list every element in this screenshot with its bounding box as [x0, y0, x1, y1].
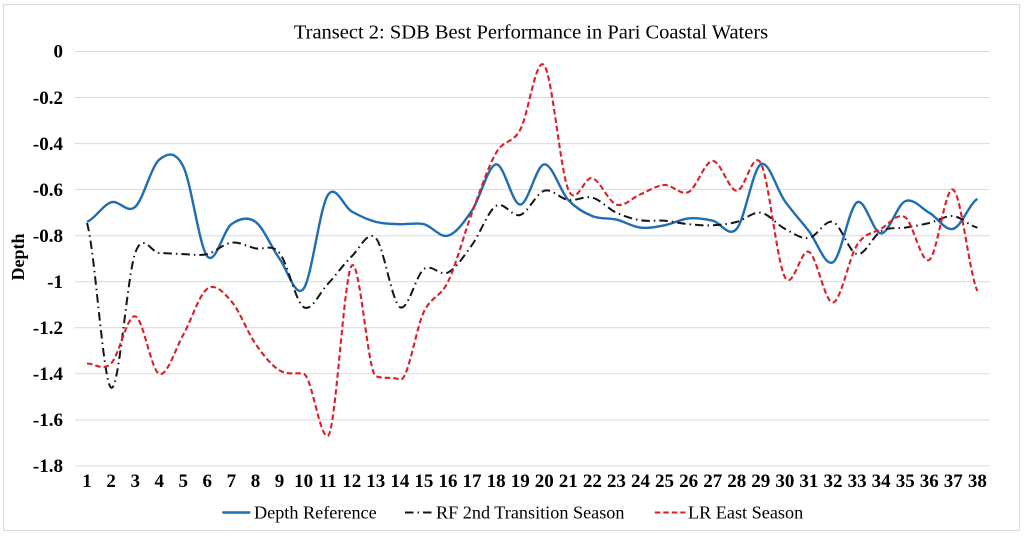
svg-text:2: 2 [106, 471, 116, 492]
svg-text:10: 10 [294, 471, 313, 492]
svg-text:37: 37 [944, 471, 964, 492]
svg-text:-0.6: -0.6 [33, 180, 63, 201]
svg-text:-1: -1 [47, 272, 63, 293]
svg-text:-0.2: -0.2 [33, 88, 63, 109]
svg-text:4: 4 [154, 471, 164, 492]
svg-text:15: 15 [414, 471, 433, 492]
svg-text:9: 9 [275, 471, 285, 492]
svg-text:0: 0 [54, 42, 64, 63]
svg-text:20: 20 [535, 471, 554, 492]
svg-text:25: 25 [655, 471, 674, 492]
svg-text:38: 38 [968, 471, 987, 492]
svg-text:34: 34 [872, 471, 892, 492]
svg-text:19: 19 [511, 471, 530, 492]
svg-text:13: 13 [366, 471, 385, 492]
svg-text:-0.8: -0.8 [33, 226, 63, 247]
svg-text:30: 30 [775, 471, 794, 492]
svg-text:5: 5 [179, 471, 189, 492]
svg-text:Transect 2: SDB Best Performan: Transect 2: SDB Best Performance in Pari… [294, 22, 768, 44]
svg-text:31: 31 [799, 471, 818, 492]
svg-text:18: 18 [487, 471, 506, 492]
svg-text:LR East Season: LR East Season [688, 502, 803, 522]
svg-text:36: 36 [920, 471, 939, 492]
svg-text:29: 29 [751, 471, 770, 492]
svg-text:-1.6: -1.6 [33, 410, 63, 431]
svg-text:11: 11 [319, 471, 337, 492]
svg-text:24: 24 [631, 471, 651, 492]
svg-text:-1.2: -1.2 [33, 318, 63, 339]
svg-text:1: 1 [82, 471, 92, 492]
svg-text:32: 32 [824, 471, 843, 492]
svg-text:26: 26 [679, 471, 698, 492]
svg-text:16: 16 [439, 471, 458, 492]
svg-text:7: 7 [227, 471, 237, 492]
svg-text:23: 23 [607, 471, 626, 492]
svg-text:35: 35 [896, 471, 915, 492]
svg-text:21: 21 [559, 471, 578, 492]
svg-text:28: 28 [727, 471, 746, 492]
svg-text:8: 8 [251, 471, 261, 492]
svg-text:Depth Reference: Depth Reference [254, 502, 377, 522]
svg-text:17: 17 [463, 471, 483, 492]
svg-text:22: 22 [583, 471, 602, 492]
svg-text:3: 3 [130, 471, 140, 492]
svg-text:-1.8: -1.8 [33, 456, 63, 477]
svg-text:6: 6 [203, 471, 213, 492]
svg-text:33: 33 [848, 471, 867, 492]
svg-text:-1.4: -1.4 [33, 364, 64, 385]
svg-text:Depth: Depth [8, 233, 28, 280]
svg-text:27: 27 [703, 471, 723, 492]
svg-text:12: 12 [342, 471, 361, 492]
svg-text:-0.4: -0.4 [33, 134, 64, 155]
svg-text:RF 2nd Transition Season: RF 2nd Transition Season [436, 502, 624, 522]
svg-text:14: 14 [390, 471, 410, 492]
